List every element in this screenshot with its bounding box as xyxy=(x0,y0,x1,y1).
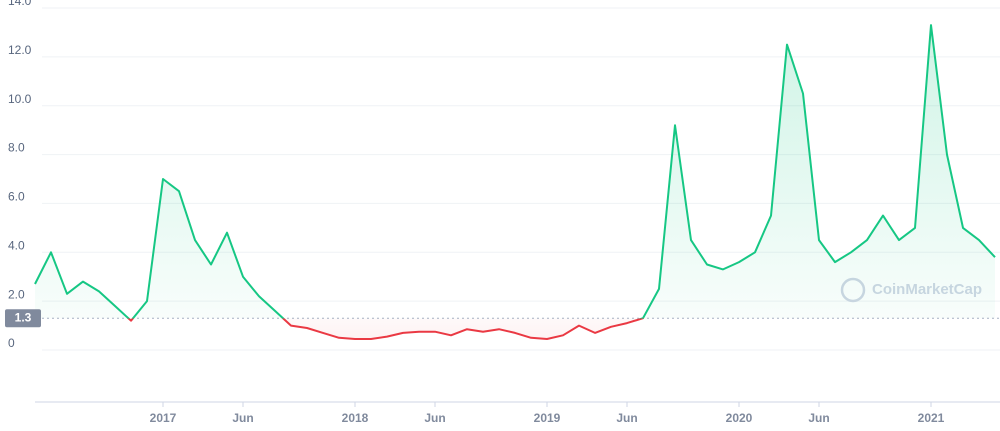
y-tick-label: 4.0 xyxy=(8,238,25,252)
price-line xyxy=(34,24,996,340)
y-tick-label: 0 xyxy=(8,336,15,350)
y-tick-label: 2.0 xyxy=(8,287,25,301)
x-tick-label: 2017 xyxy=(150,411,177,425)
x-tick-label: 2021 xyxy=(918,411,945,425)
x-tick-label: 2018 xyxy=(342,411,369,425)
x-tick-label: 2019 xyxy=(534,411,561,425)
x-tick-label: Jun xyxy=(232,411,253,425)
x-tick-label: Jun xyxy=(424,411,445,425)
y-tick-label: 14.0 xyxy=(8,0,32,8)
reference-badge xyxy=(5,309,41,328)
y-tick-label: 8.0 xyxy=(8,141,25,155)
y-tick-label: 6.0 xyxy=(8,190,25,204)
x-tick-label: Jun xyxy=(616,411,637,425)
y-tick-label: 10.0 xyxy=(8,92,32,106)
area-fill xyxy=(35,25,995,339)
y-tick-label: 12.0 xyxy=(8,43,32,57)
reference-label: 1.3 xyxy=(15,310,32,324)
x-tick-label: Jun xyxy=(808,411,829,425)
x-tick-label: 2020 xyxy=(726,411,753,425)
